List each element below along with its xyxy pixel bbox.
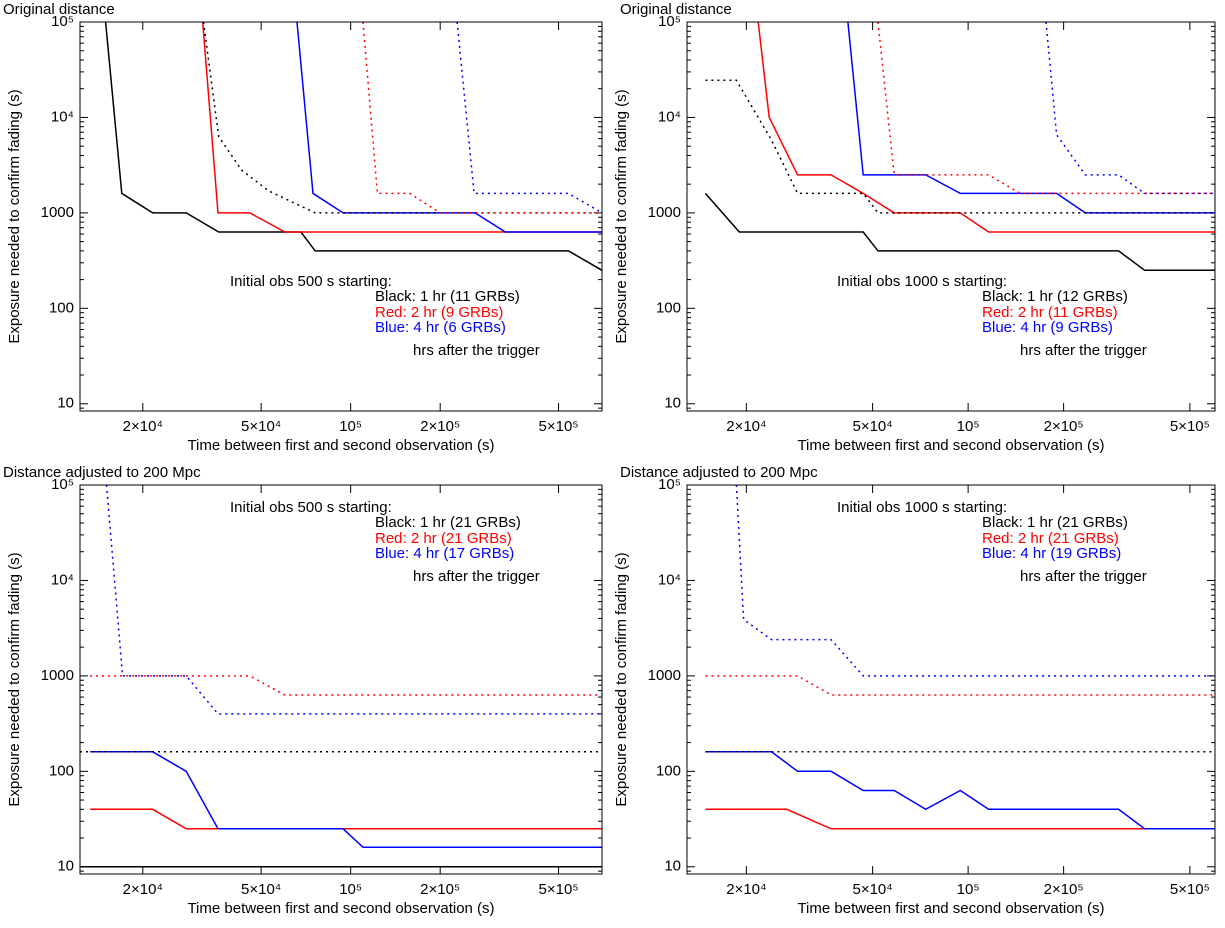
- series-line: [705, 675, 1215, 696]
- x-tick-label: 2×10⁴: [726, 881, 766, 898]
- series-line: [705, 79, 1215, 214]
- chart-title: Distance adjusted to 200 Mpc: [3, 464, 201, 481]
- y-tick-label: 10⁵: [658, 13, 681, 30]
- y-axis-label: Exposure needed to confirm fading (s): [613, 552, 630, 806]
- x-tick-label: 2×10⁴: [726, 418, 766, 435]
- x-tick-label: 5×10⁵: [1170, 418, 1210, 435]
- y-axis-label: Exposure needed to confirm fading (s): [613, 89, 630, 343]
- series-line: [1045, 22, 1215, 195]
- series-line: [104, 22, 602, 271]
- y-tick-label: 1000: [41, 667, 74, 684]
- series-line: [296, 22, 602, 233]
- annotation: hrs after the trigger: [413, 568, 540, 585]
- annotation: Red: 2 hr (21 GRBs): [375, 530, 512, 547]
- annotation: Red: 2 hr (21 GRBs): [982, 530, 1119, 547]
- x-axis-label: Time between first and second observatio…: [797, 437, 1104, 454]
- series-line: [705, 808, 1215, 830]
- annotation: hrs after the trigger: [1020, 342, 1147, 359]
- chart-title: Original distance: [3, 1, 115, 18]
- x-tick-label: 10⁵: [339, 881, 362, 898]
- plot-frame: [79, 484, 603, 875]
- annotation: hrs after the trigger: [413, 342, 540, 359]
- series-line: [757, 22, 1215, 233]
- y-tick-label: 10⁴: [51, 571, 74, 588]
- y-tick-label: 10: [57, 395, 74, 412]
- plot-frame: [79, 21, 603, 412]
- series-line: [735, 485, 1215, 677]
- chart-title: Original distance: [620, 1, 732, 18]
- x-tick-label: 2×10⁵: [420, 881, 460, 898]
- x-tick-label: 2×10⁴: [123, 881, 163, 898]
- annotation: Red: 2 hr (9 GRBs): [375, 304, 503, 321]
- y-axis-label: Exposure needed to confirm fading (s): [6, 89, 23, 343]
- series-line: [90, 675, 602, 696]
- x-tick-label: 5×10⁴: [852, 881, 892, 898]
- x-tick-label: 5×10⁵: [539, 418, 579, 435]
- annotation: Blue: 4 hr (17 GRBs): [375, 545, 514, 562]
- x-tick-label: 10⁵: [957, 418, 980, 435]
- x-tick-label: 5×10⁵: [539, 881, 579, 898]
- x-tick-label: 5×10⁴: [241, 881, 281, 898]
- annotation: Initial obs 1000 s starting:: [837, 273, 1007, 290]
- y-tick-label: 1000: [41, 204, 74, 221]
- y-tick-label: 10: [664, 395, 681, 412]
- annotation: Black: 1 hr (12 GRBs): [982, 288, 1128, 305]
- y-tick-label: 100: [656, 762, 681, 779]
- y-tick-label: 10⁴: [658, 571, 681, 588]
- annotation: Blue: 4 hr (19 GRBs): [982, 545, 1121, 562]
- series-line: [202, 22, 602, 214]
- y-tick-label: 10⁴: [51, 108, 74, 125]
- y-tick-label: 10: [664, 858, 681, 875]
- annotation: Blue: 4 hr (9 GRBs): [982, 319, 1113, 336]
- series-line: [847, 22, 1215, 214]
- y-tick-label: 1000: [648, 204, 681, 221]
- series-line: [705, 751, 1215, 830]
- y-tick-label: 10: [57, 858, 74, 875]
- annotation: Initial obs 500 s starting:: [230, 273, 392, 290]
- y-tick-label: 10⁵: [51, 476, 74, 493]
- x-tick-label: 10⁵: [957, 881, 980, 898]
- series-line: [201, 22, 602, 233]
- x-tick-label: 2×10⁵: [1044, 881, 1084, 898]
- annotation: Red: 2 hr (11 GRBs): [982, 304, 1118, 321]
- annotation: Black: 1 hr (21 GRBs): [982, 514, 1128, 531]
- x-axis-label: Time between first and second observatio…: [797, 900, 1104, 917]
- series-line: [90, 751, 602, 849]
- y-axis-label: Exposure needed to confirm fading (s): [6, 552, 23, 806]
- plot-frame: [686, 484, 1216, 875]
- chart-title: Distance adjusted to 200 Mpc: [620, 464, 818, 481]
- x-tick-label: 2×10⁴: [123, 418, 163, 435]
- annotation: hrs after the trigger: [1020, 568, 1147, 585]
- series-line: [90, 808, 602, 830]
- plot-frame: [686, 21, 1216, 412]
- series-line: [704, 192, 1215, 272]
- y-tick-label: 100: [49, 762, 74, 779]
- annotation: Black: 1 hr (11 GRBs): [375, 288, 520, 305]
- y-tick-label: 100: [656, 299, 681, 316]
- y-tick-label: 10⁵: [51, 13, 74, 30]
- annotation: Initial obs 500 s starting:: [230, 499, 392, 516]
- x-axis-label: Time between first and second observatio…: [187, 900, 494, 917]
- y-tick-label: 100: [49, 299, 74, 316]
- series-line: [456, 22, 602, 214]
- x-tick-label: 5×10⁵: [1170, 881, 1210, 898]
- y-tick-label: 10⁴: [658, 108, 681, 125]
- x-tick-label: 5×10⁴: [852, 418, 892, 435]
- x-tick-label: 2×10⁵: [1044, 418, 1084, 435]
- series-line: [877, 22, 1215, 195]
- y-tick-label: 1000: [648, 667, 681, 684]
- series-line: [105, 485, 602, 715]
- annotation: Initial obs 1000 s starting:: [837, 499, 1007, 516]
- annotation: Black: 1 hr (21 GRBs): [375, 514, 521, 531]
- x-tick-label: 5×10⁴: [241, 418, 281, 435]
- annotation: Blue: 4 hr (6 GRBs): [375, 319, 506, 336]
- series-line: [362, 22, 602, 214]
- y-tick-label: 10⁵: [658, 476, 681, 493]
- x-tick-label: 10⁵: [339, 418, 362, 435]
- x-axis-label: Time between first and second observatio…: [187, 437, 494, 454]
- x-tick-label: 2×10⁵: [420, 418, 460, 435]
